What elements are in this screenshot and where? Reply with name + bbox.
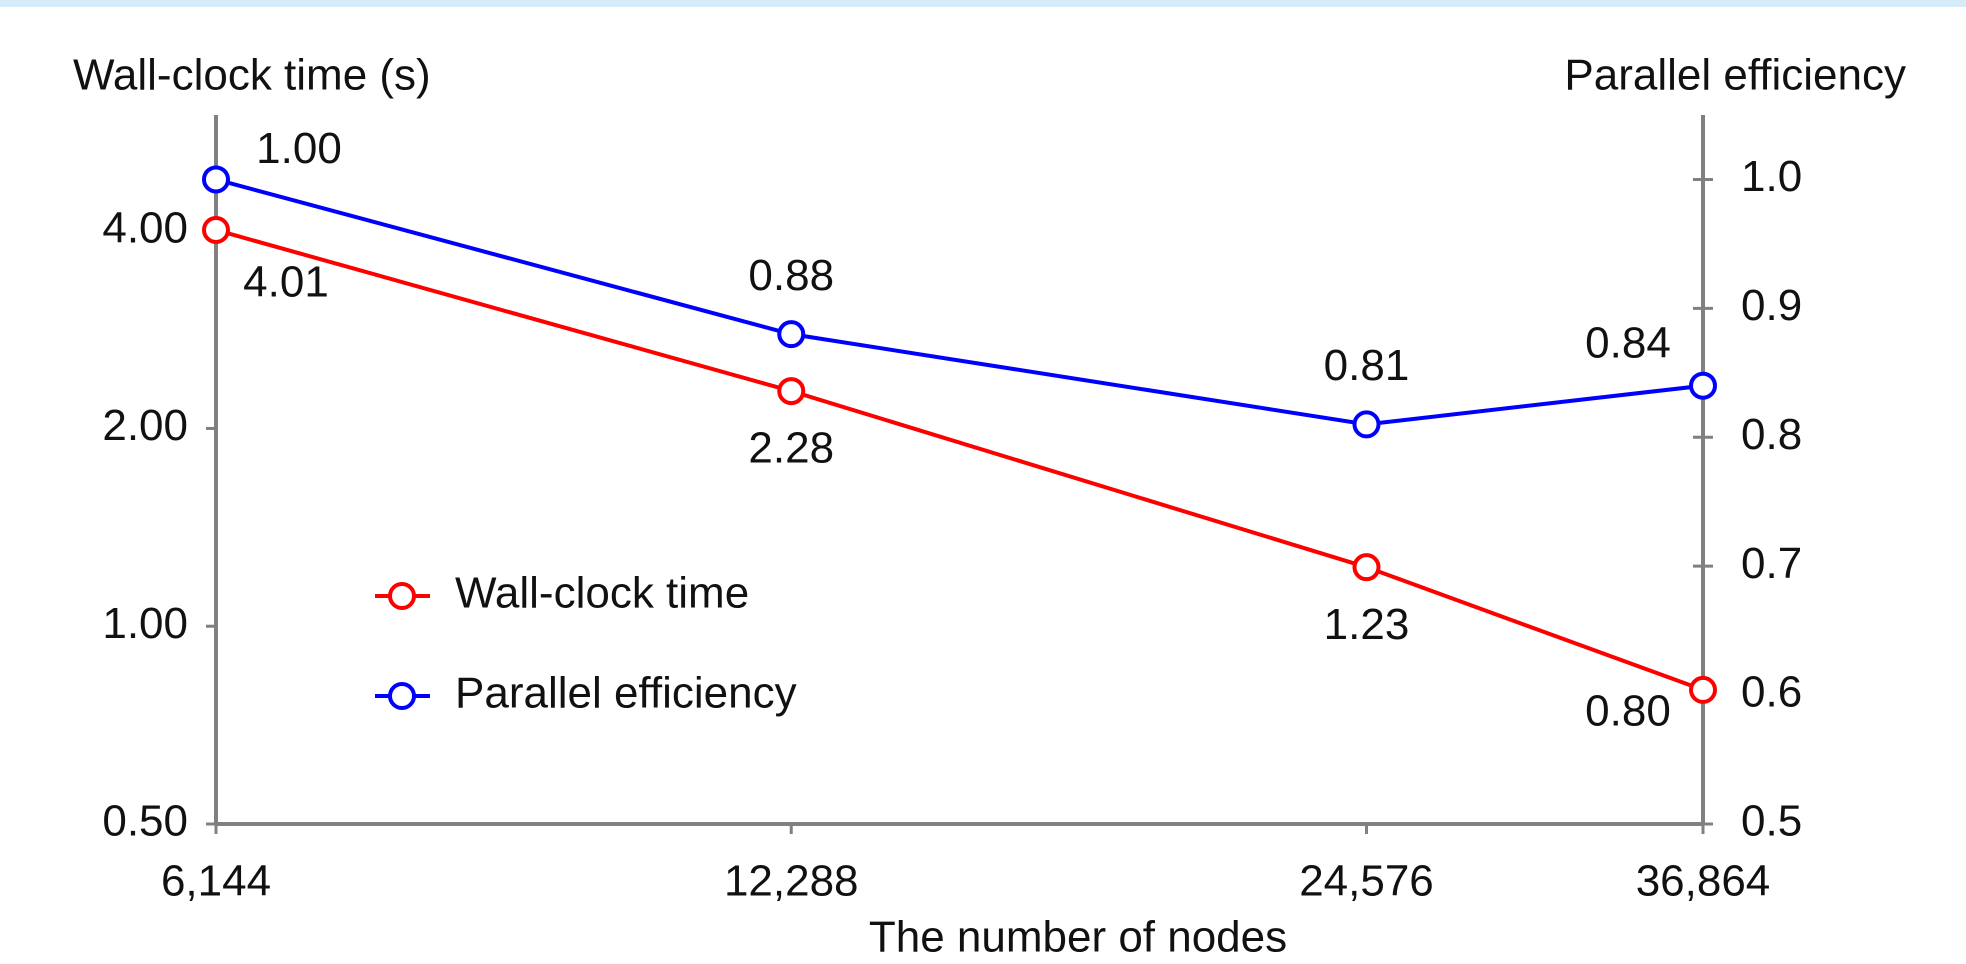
y2-axis-title: Parallel efficiency [1564, 51, 1906, 100]
y2-tick-label: 0.8 [1741, 410, 1802, 459]
legend-marker [388, 582, 416, 610]
y2-tick-label: 1.0 [1741, 152, 1802, 201]
y-tick-label: 0.50 [102, 797, 188, 846]
data-label: 1.23 [1324, 600, 1410, 649]
y-axis-title: Wall-clock time (s) [73, 51, 431, 100]
data-label: 0.84 [1585, 318, 1671, 367]
legend-label: Wall-clock time [455, 569, 749, 618]
data-point [1352, 410, 1381, 439]
data-label: 0.81 [1324, 341, 1410, 390]
series-line [215, 228, 1704, 692]
y2-tick-label: 0.6 [1741, 668, 1802, 717]
data-point [1352, 553, 1381, 582]
x-tick-label: 36,864 [1636, 857, 1771, 906]
data-point [777, 320, 806, 349]
data-point [202, 215, 230, 244]
x-tick-label: 12,288 [724, 857, 859, 906]
data-label: 1.00 [256, 124, 342, 173]
y2-tick-label: 0.7 [1741, 539, 1802, 588]
x-tick-label: 24,576 [1299, 857, 1434, 906]
y2-tick-label: 0.9 [1741, 281, 1802, 330]
series-line [215, 177, 1704, 427]
x-tick-label: 6,144 [161, 857, 271, 906]
data-label: 4.01 [243, 258, 329, 307]
y-tick-label: 1.00 [102, 599, 188, 648]
legend-marker [388, 682, 416, 710]
data-point [777, 377, 806, 406]
x-axis-title: The number of nodes [869, 913, 1287, 962]
top-band [0, 0, 1966, 7]
data-point [1689, 371, 1717, 400]
legend-label: Parallel efficiency [455, 669, 797, 718]
data-label: 0.88 [748, 251, 834, 300]
data-point [1689, 675, 1717, 704]
data-label: 0.80 [1585, 687, 1671, 736]
y2-tick-label: 0.5 [1741, 797, 1802, 846]
y-tick-label: 2.00 [102, 401, 188, 450]
y-tick-label: 4.00 [102, 203, 188, 252]
data-label: 2.28 [748, 424, 834, 473]
data-point [202, 165, 230, 194]
